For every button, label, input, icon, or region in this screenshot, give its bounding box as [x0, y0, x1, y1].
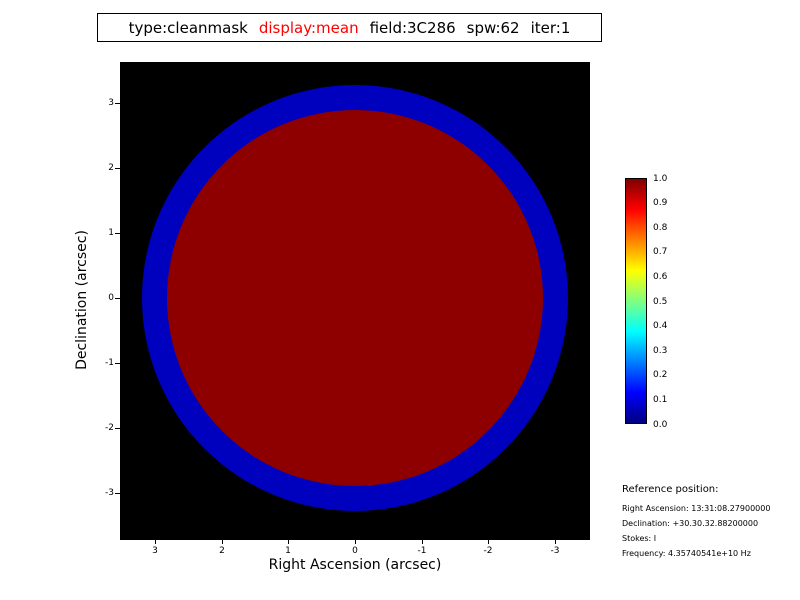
colorbar-tick-label: 0.8: [653, 223, 668, 233]
x-tick-mark: [488, 540, 489, 544]
reference-heading: Reference position:: [622, 484, 719, 495]
y-tick-label: 1: [108, 228, 114, 238]
x-tick-mark: [288, 540, 289, 544]
title-display: display:mean: [258, 18, 359, 37]
x-tick-label: 1: [285, 546, 291, 556]
x-tick-mark: [355, 540, 356, 544]
x-tick-label: -2: [483, 546, 493, 556]
x-tick-mark: [222, 540, 223, 544]
plot-area: [120, 62, 590, 540]
x-tick-label: 3: [152, 546, 158, 556]
colorbar-gradient: [626, 179, 646, 423]
reference-position-block: Reference position: Right Ascension: 13:…: [622, 484, 770, 564]
y-tick-mark: [115, 363, 120, 364]
colorbar-tick-label: 0.4: [653, 321, 668, 331]
title-field: field:3C286: [369, 18, 456, 37]
x-tick-label: -3: [550, 546, 560, 556]
y-tick-mark: [115, 233, 120, 234]
y-tick-mark: [115, 168, 120, 169]
reference-frequency: Frequency: 4.35740541e+10 Hz: [622, 549, 751, 558]
x-axis-label: Right Ascension (arcsec): [268, 557, 442, 573]
x-tick-label: 0: [352, 546, 358, 556]
colorbar-tick-label: 0.3: [653, 346, 668, 356]
reference-declination: Declination: +30.30.32.88200000: [622, 519, 759, 528]
colorbar-tick-label: 1.0: [653, 174, 668, 184]
colorbar-tick-label: 0.9: [653, 198, 668, 208]
x-tick-label: -1: [417, 546, 427, 556]
colorbar-tick-label: 0.5: [653, 297, 668, 307]
y-tick-label: -1: [105, 358, 114, 368]
y-tick-label: -2: [105, 423, 114, 433]
reference-right-ascension: Right Ascension: 13:31:08.27900000: [622, 504, 771, 513]
x-tick-mark: [155, 540, 156, 544]
y-tick-mark: [115, 428, 120, 429]
title-type: type:cleanmask: [128, 18, 248, 37]
colorbar: [625, 178, 647, 424]
title-spw: spw:62: [466, 18, 520, 37]
x-tick-label: 2: [219, 546, 225, 556]
y-tick-label: 0: [108, 293, 114, 303]
reference-stokes: Stokes: I: [622, 534, 657, 543]
colorbar-tick-label: 0.6: [653, 272, 668, 282]
colorbar-tick-label: 0.7: [653, 247, 668, 257]
x-tick-mark: [555, 540, 556, 544]
title-box: type:cleanmask display:mean field:3C286 …: [97, 13, 602, 42]
y-tick-label: -3: [105, 488, 114, 498]
colorbar-tick-label: 0.2: [653, 370, 668, 380]
y-tick-mark: [115, 493, 120, 494]
y-tick-mark: [115, 298, 120, 299]
colorbar-tick-label: 0.1: [653, 395, 668, 405]
y-tick-mark: [115, 103, 120, 104]
colorbar-tick-label: 0.0: [653, 420, 668, 430]
title-iter: iter:1: [530, 18, 571, 37]
y-tick-label: 2: [108, 163, 114, 173]
y-axis-label: Declination (arcsec): [74, 230, 90, 370]
y-tick-label: 3: [108, 98, 114, 108]
x-tick-mark: [422, 540, 423, 544]
clean-mask-disk: [167, 110, 543, 486]
